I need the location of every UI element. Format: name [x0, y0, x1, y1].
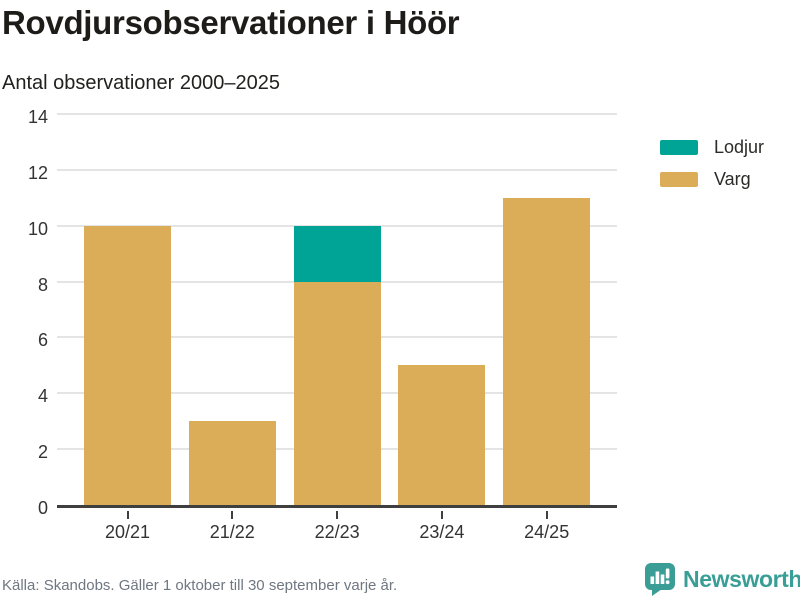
y-tick-label-10: 10: [27, 218, 48, 239]
legend-label-varg: Varg: [714, 169, 751, 189]
legend: Lodjur Varg: [660, 137, 764, 201]
y-tick-label-4: 4: [37, 386, 48, 407]
gridline-y14: [57, 113, 617, 115]
x-tick-mark-20-21: [126, 511, 129, 519]
plot-area: [57, 113, 617, 508]
gridline-y12: [57, 168, 617, 171]
bar-varg-21-22: [188, 421, 276, 505]
x-axis: 20/21 21/22 22/23 23/24 24/25: [57, 511, 617, 557]
gridline-y10: [57, 224, 617, 227]
y-tick-label-6: 6: [37, 330, 48, 351]
y-axis: 0 2 4 6 8 10 12 14: [0, 0, 48, 600]
legend-swatch-varg: [660, 172, 698, 187]
bar-varg-20-21: [84, 225, 171, 505]
source-note: Källa: Skandobs. Gäller 1 oktober till 3…: [2, 577, 398, 594]
bar-lodjur-22-23: [293, 225, 381, 282]
y-tick-label-2: 2: [37, 442, 48, 463]
chart-title: Rovdjursobservationer i Höör: [2, 4, 460, 41]
bar-chart-speech-bubble-icon: [645, 563, 675, 596]
x-tick-mark-23-24: [440, 511, 443, 519]
chart-subtitle: Antal observationer 2000–2025: [2, 72, 280, 94]
x-tick-mark-24-25: [545, 511, 548, 519]
newsworthy-logo[interactable]: Newsworthy: [645, 563, 800, 596]
bar-varg-23-24: [398, 365, 486, 505]
newsworthy-wordmark: Newsworthy: [683, 566, 800, 592]
x-tick-mark-22-23: [336, 511, 339, 519]
y-tick-label-12: 12: [27, 162, 48, 183]
x-tick-label-24-25: 24/25: [524, 522, 570, 542]
y-tick-label-8: 8: [37, 274, 48, 295]
legend-label-lodjur: Lodjur: [714, 137, 765, 157]
legend-item-lodjur: Lodjur: [660, 137, 764, 158]
x-tick-mark-21-22: [231, 511, 234, 519]
x-tick-label-22-23: 22/23: [314, 522, 360, 542]
y-tick-label-14: 14: [27, 107, 48, 127]
x-tick-label-21-22: 21/22: [209, 522, 255, 542]
x-tick-label-23-24: 23/24: [419, 522, 465, 542]
x-tick-label-20-21: 20/21: [104, 522, 151, 542]
legend-swatch-lodjur: [660, 140, 698, 155]
bar-varg-22-23: [293, 281, 381, 505]
y-tick-label-0: 0: [37, 498, 48, 518]
bar-varg-24-25: [503, 197, 591, 505]
legend-item-varg: Varg: [660, 169, 764, 190]
